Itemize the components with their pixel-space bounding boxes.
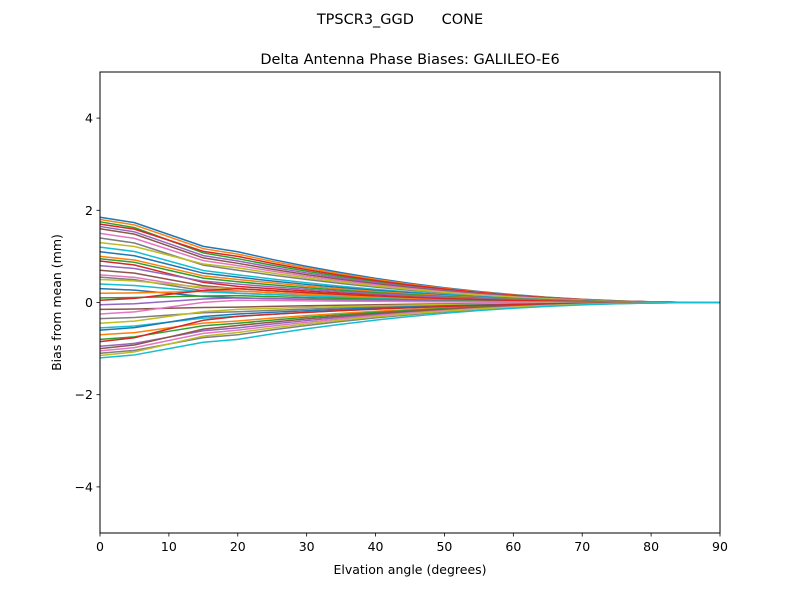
plot-lines xyxy=(99,216,721,359)
x-axis: 0 10 20 30 40 50 60 70 80 90 xyxy=(96,533,728,554)
y-axis: −4 −2 0 2 4 xyxy=(75,111,100,494)
y-tick-label: −4 xyxy=(75,479,93,494)
x-tick-label: 30 xyxy=(299,539,315,554)
y-tick-label: 0 xyxy=(85,295,93,310)
x-tick-label: 60 xyxy=(505,539,521,554)
x-tick-label: 70 xyxy=(574,539,590,554)
y-tick-label: 2 xyxy=(85,203,93,218)
chart-suptitle: TPSCR3_GGD CONE xyxy=(316,12,483,28)
x-tick-label: 20 xyxy=(230,539,246,554)
y-axis-label: Bias from mean (mm) xyxy=(49,234,64,371)
x-tick-label: 10 xyxy=(161,539,177,554)
series-line xyxy=(99,301,721,359)
x-axis-label: Elvation angle (degrees) xyxy=(333,562,486,577)
y-tick-label: 4 xyxy=(85,111,93,126)
chart-title: Delta Antenna Phase Biases: GALILEO-E6 xyxy=(260,52,559,68)
x-tick-label: 50 xyxy=(436,539,452,554)
x-tick-label: 80 xyxy=(643,539,659,554)
x-tick-label: 40 xyxy=(368,539,384,554)
y-tick-label: −2 xyxy=(75,387,93,402)
x-tick-label: 90 xyxy=(712,539,728,554)
x-tick-label: 0 xyxy=(96,539,104,554)
